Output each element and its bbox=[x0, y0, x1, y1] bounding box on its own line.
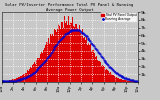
Title: Solar PV/Inverter Performance Total PV Panel & Running Average Power Output: Solar PV/Inverter Performance Total PV P… bbox=[5, 3, 134, 12]
Legend: Total PV Panel Output, Running Average: Total PV Panel Output, Running Average bbox=[100, 12, 137, 22]
